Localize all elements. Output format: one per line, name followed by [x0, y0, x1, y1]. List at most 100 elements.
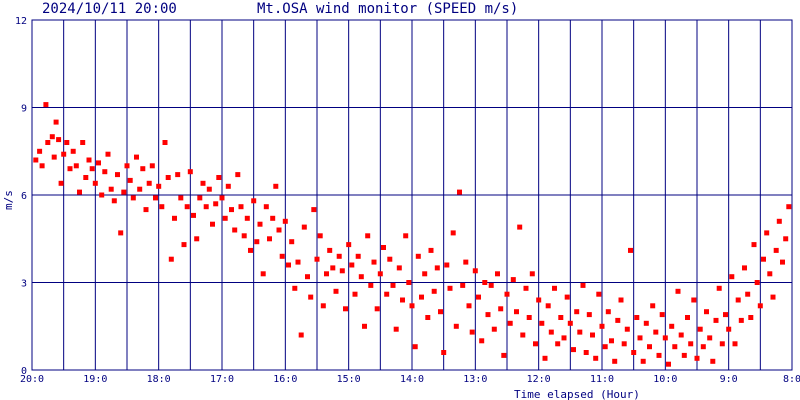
data-point [533, 341, 538, 347]
data-point [593, 355, 599, 361]
data-point [688, 341, 694, 347]
data-point [409, 303, 415, 309]
data-point [529, 271, 535, 277]
data-point [330, 265, 336, 271]
data-point [124, 163, 130, 169]
data-point [130, 195, 136, 201]
data-point [640, 358, 646, 364]
y-tick-label: 6 [21, 191, 27, 202]
x-tick-label: 13:0 [463, 374, 487, 385]
data-point [783, 236, 789, 242]
data-point [472, 268, 478, 274]
data-point [89, 166, 95, 172]
data-point [377, 271, 383, 277]
data-point [539, 320, 545, 326]
data-point [685, 315, 690, 320]
data-point [67, 166, 73, 172]
data-point [165, 175, 171, 180]
data-point [678, 332, 684, 338]
x-tick-label: 8:0 [783, 374, 800, 385]
data-point [704, 309, 709, 315]
data-point [267, 236, 272, 242]
data-point [428, 247, 434, 253]
data-point [666, 361, 671, 367]
data-point [548, 329, 554, 335]
data-point [368, 282, 374, 288]
data-point [184, 204, 190, 210]
x-tick-label: 11:0 [590, 374, 614, 385]
data-point [425, 315, 431, 320]
data-point [545, 303, 551, 309]
data-point [697, 326, 703, 332]
data-point [767, 271, 773, 277]
data-point [612, 358, 618, 364]
data-point [298, 332, 304, 338]
data-point [770, 294, 776, 300]
x-tick-label: 14:0 [400, 374, 424, 385]
data-point [609, 338, 614, 344]
data-point [314, 256, 320, 262]
data-point [466, 303, 472, 309]
data-point [476, 294, 481, 300]
data-point [371, 259, 377, 265]
data-point [542, 355, 548, 361]
data-point [400, 297, 405, 303]
data-point [615, 317, 621, 323]
data-point [352, 291, 358, 297]
data-point [153, 195, 158, 201]
data-point [149, 163, 155, 169]
data-point [244, 215, 250, 221]
data-point [748, 315, 754, 320]
data-point [374, 306, 380, 312]
data-point [317, 233, 323, 239]
data-point [536, 297, 542, 303]
data-point [637, 335, 643, 341]
data-point [710, 358, 716, 364]
data-point [567, 320, 573, 326]
data-point [735, 297, 741, 303]
data-point [707, 335, 713, 341]
y-tick-label: 3 [21, 279, 27, 290]
data-point [295, 259, 301, 265]
data-point [339, 268, 345, 274]
data-point [726, 326, 732, 332]
data-point [53, 119, 59, 125]
data-point [362, 323, 367, 329]
data-point [86, 157, 92, 163]
data-point [650, 303, 656, 309]
data-point [526, 315, 532, 320]
data-point [49, 134, 55, 140]
data-point [127, 177, 133, 183]
data-point [305, 274, 310, 280]
data-point [51, 154, 57, 160]
plot-frame [31, 19, 793, 371]
data-point [83, 175, 89, 180]
data-point [324, 271, 329, 277]
data-point [311, 207, 317, 213]
data-point [647, 344, 652, 350]
data-point [99, 192, 105, 198]
data-point [482, 280, 488, 285]
data-point [495, 271, 500, 277]
data-point [365, 233, 371, 239]
x-tick-label: 18:0 [147, 374, 171, 385]
data-point [555, 341, 561, 347]
data-point [628, 247, 633, 253]
data-point [282, 218, 288, 224]
data-point [403, 233, 409, 239]
data-point [241, 233, 247, 239]
data-point [618, 297, 624, 303]
data-point [248, 247, 253, 253]
data-point [115, 172, 120, 178]
data-point [450, 230, 456, 236]
data-point [56, 137, 62, 143]
data-point [438, 309, 443, 315]
y-tick-label: 0 [21, 366, 27, 377]
data-point [675, 288, 681, 294]
data-point [488, 282, 494, 288]
data-point [764, 230, 770, 236]
data-point [70, 148, 76, 154]
data-point [453, 323, 459, 329]
data-point [102, 169, 108, 175]
